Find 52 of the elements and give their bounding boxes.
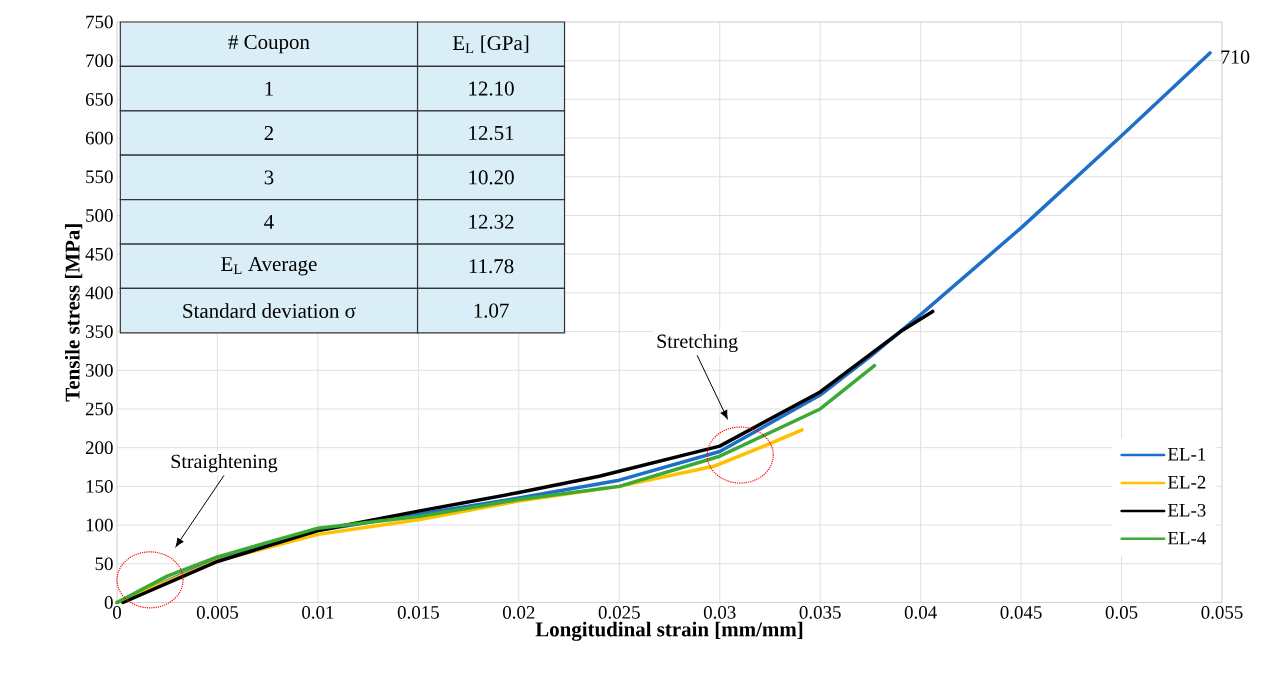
y-tick-label: 200	[85, 441, 113, 455]
legend-label: EL-3	[1167, 503, 1206, 517]
annotation: 1	[265, 81, 273, 96]
x-tick-label: 0.01	[302, 606, 334, 619]
x-tick-label: 0.035	[799, 606, 841, 619]
annotation: 11.78	[469, 259, 514, 274]
x-tick-label: 0.015	[397, 606, 439, 619]
annotation: 10.20	[469, 170, 514, 185]
y-tick-label: 250	[85, 402, 113, 416]
x-tick-label: 0.04	[904, 606, 937, 619]
y-tick-label: 550	[86, 170, 113, 184]
annotation: 12.32	[469, 214, 514, 229]
y-tick-label: 600	[85, 131, 113, 145]
annotation: 12.10	[469, 81, 514, 96]
annotation: 3	[264, 170, 274, 185]
legend-label: EL-1	[1167, 447, 1206, 461]
x-tick-label: 0.03	[703, 606, 736, 619]
y-tick-label: 700	[86, 54, 113, 68]
y-tick-label: 450	[85, 247, 113, 261]
y-tick-label: 750	[86, 15, 113, 29]
y-tick-label: 0	[104, 596, 113, 609]
y-tick-label: 150	[86, 480, 113, 493]
annotation: Standard deviation σ	[183, 303, 356, 318]
y-tick-label: 650	[85, 93, 113, 106]
legend-label: EL-2	[1167, 475, 1206, 489]
x-tick-label: 0.05	[1105, 606, 1138, 619]
x-tick-label: 0.055	[1201, 606, 1243, 619]
annotation: 4	[264, 214, 274, 229]
annotation: 2	[264, 126, 274, 140]
x-tick-label: 0.045	[1000, 606, 1042, 619]
x-tick-label: 0.025	[598, 606, 640, 619]
legend-label: EL-4	[1167, 531, 1206, 545]
x-tick-label: 0.005	[196, 606, 239, 619]
x-tick-label: 0	[113, 606, 122, 619]
annotation: 710	[1221, 50, 1250, 64]
y-tick-label: 50	[95, 557, 113, 571]
y-tick-label: 350	[86, 325, 113, 338]
annotation: # Coupon	[228, 35, 310, 54]
y-axis-title: Tensile stress [MPa]	[64, 224, 83, 402]
y-tick-label: 400	[85, 286, 113, 300]
y-tick-label: 300	[86, 363, 113, 377]
x-axis-title: Longitudinal strain [mm/mm]	[535, 621, 803, 641]
annotation: Straightening	[171, 454, 278, 473]
annotation: E$_{L}$ [GPa]	[452, 35, 529, 53]
annotation: Stretching	[657, 333, 738, 353]
annotation: 1.07	[474, 303, 509, 318]
line-series	[115, 363, 877, 605]
y-tick-label: 100	[86, 518, 113, 532]
x-tick-label: 0.02	[502, 606, 535, 619]
annotation: 12.51	[469, 125, 514, 141]
y-tick-label: 500	[86, 209, 113, 222]
annotation: E$_{L}$ Average	[221, 257, 317, 276]
